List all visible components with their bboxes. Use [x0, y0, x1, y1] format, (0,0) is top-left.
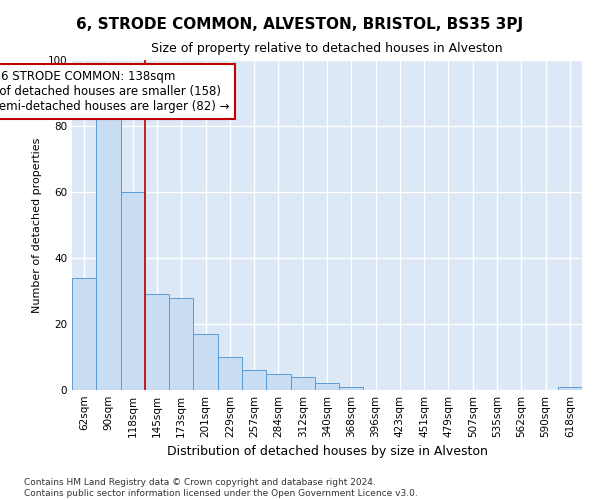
Bar	[193, 334, 218, 390]
Text: Contains HM Land Registry data © Crown copyright and database right 2024.
Contai: Contains HM Land Registry data © Crown c…	[24, 478, 418, 498]
Text: 6, STRODE COMMON, ALVESTON, BRISTOL, BS35 3PJ: 6, STRODE COMMON, ALVESTON, BRISTOL, BS3…	[76, 18, 524, 32]
Y-axis label: Number of detached properties: Number of detached properties	[32, 138, 42, 312]
Bar	[169, 298, 193, 390]
Bar	[315, 384, 339, 390]
Text: 6 STRODE COMMON: 138sqm
← 65% of detached houses are smaller (158)
34% of semi-d: 6 STRODE COMMON: 138sqm ← 65% of detache…	[0, 70, 229, 113]
Bar	[96, 113, 121, 390]
Title: Size of property relative to detached houses in Alveston: Size of property relative to detached ho…	[151, 42, 503, 54]
Bar	[121, 192, 145, 390]
Bar	[72, 278, 96, 390]
Bar	[145, 294, 169, 390]
Bar	[242, 370, 266, 390]
X-axis label: Distribution of detached houses by size in Alveston: Distribution of detached houses by size …	[167, 446, 487, 458]
Bar	[218, 357, 242, 390]
Bar	[558, 386, 582, 390]
Bar	[290, 377, 315, 390]
Bar	[266, 374, 290, 390]
Bar	[339, 386, 364, 390]
